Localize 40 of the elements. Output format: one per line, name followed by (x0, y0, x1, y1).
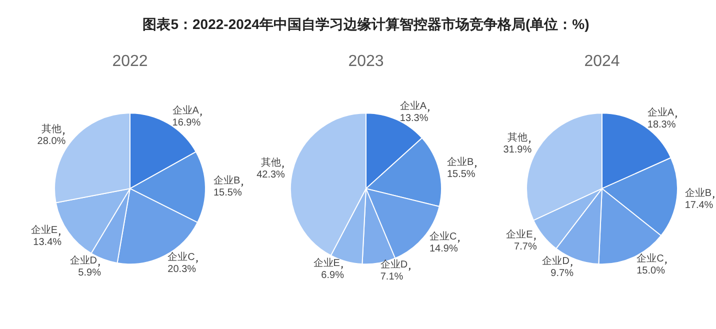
slice-label: 企业C (636, 252, 664, 264)
data-label: 20.3% (168, 264, 196, 275)
slice-label: 企业A (400, 100, 427, 112)
data-label: 7.7% (514, 242, 537, 253)
slice-label: 企业C (168, 250, 195, 263)
slice-label: 企业D (542, 254, 570, 267)
data-label: 5.9% (78, 268, 102, 279)
data-label: 7.1% (380, 272, 404, 283)
slice-label: 企业B (446, 156, 474, 168)
slice-label: 企业D (70, 254, 97, 267)
slice-label: 企业D (380, 258, 408, 271)
slice-label: 企业B (684, 186, 712, 199)
data-label: 28.0% (37, 136, 66, 148)
chart-subtitle: 2022 (112, 53, 148, 70)
slice-label: 企业A (647, 106, 674, 118)
slice-label: 其他 (260, 156, 281, 168)
data-label: 13.3% (400, 113, 428, 124)
data-label: 17.4% (684, 200, 714, 211)
data-label: 15.5% (446, 168, 476, 180)
data-label: 9.7% (550, 268, 574, 279)
text: 图表5：2022-2024年中国自学习边缘计算智控器市场竞争格局(单位：%) (142, 16, 590, 34)
slice-label: 其他 (508, 131, 528, 144)
data-label: 14.9% (429, 244, 458, 255)
data-label: 15.0% (636, 265, 666, 276)
data-label: 31.9% (503, 144, 532, 156)
data-label: 6.9% (321, 270, 344, 281)
slice-label: 企业B (213, 174, 240, 187)
slice-label: 企业E (506, 228, 534, 241)
chart-subtitle: 2024 (584, 53, 620, 70)
data-label: 13.4% (33, 237, 62, 248)
data-label: 42.3% (256, 169, 286, 180)
data-label: 18.3% (647, 119, 676, 130)
data-label: 15.5% (213, 188, 242, 199)
data-label: 16.9% (172, 117, 201, 128)
slice-label: 企业A (172, 104, 200, 116)
slice-label: 企业C (429, 230, 457, 243)
slice-label: 企业E (313, 256, 340, 269)
slice-label: 企业E (30, 224, 58, 236)
slice-label: 其他 (42, 123, 62, 136)
chart-subtitle: 2023 (348, 53, 384, 70)
